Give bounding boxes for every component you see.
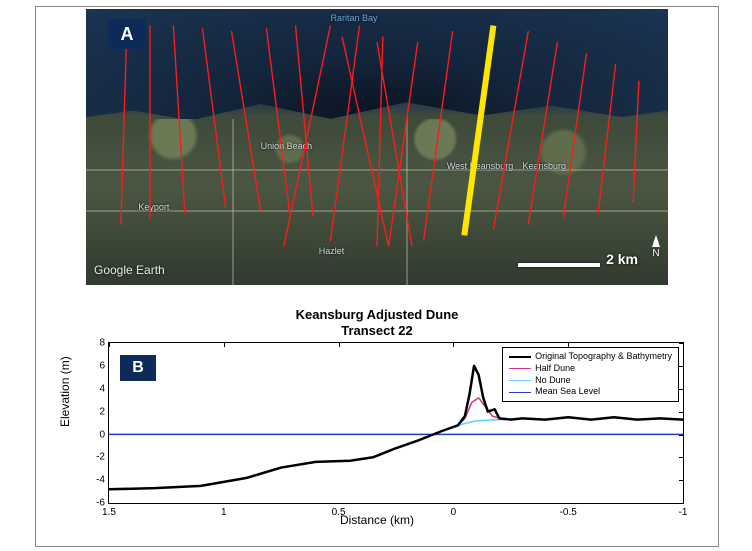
chart-title-line1: Keansburg Adjusted Dune xyxy=(296,307,459,322)
ytick-mark xyxy=(679,412,684,413)
xtick-mark xyxy=(339,342,340,347)
ytick-mark xyxy=(679,435,684,436)
xtick-mark xyxy=(224,342,225,347)
legend-swatch xyxy=(509,368,531,369)
legend-item: Half Dune xyxy=(509,363,672,375)
xtick-mark xyxy=(683,342,684,347)
ytick-label: 0 xyxy=(99,429,109,440)
transect-line xyxy=(232,31,261,210)
north-arrow-icon xyxy=(652,235,660,247)
legend-swatch xyxy=(509,380,531,381)
legend-label: Original Topography & Bathymetry xyxy=(535,351,672,363)
transect-highlighted xyxy=(464,26,493,236)
chart-series xyxy=(109,417,683,489)
scalebar-bar xyxy=(518,263,600,267)
transect-lines xyxy=(86,9,668,285)
ytick-mark xyxy=(679,457,684,458)
ytick-label: 4 xyxy=(99,383,109,394)
transect-line xyxy=(284,26,331,247)
map-scalebar: 2 km xyxy=(518,247,638,267)
transect-line xyxy=(424,31,453,241)
legend-item: No Dune xyxy=(509,375,672,387)
xtick-mark xyxy=(109,342,110,347)
transect-line xyxy=(266,28,289,213)
transect-line xyxy=(493,31,528,230)
ytick-mark xyxy=(679,480,684,481)
transect-line xyxy=(563,53,586,219)
chart-xlabel: Distance (km) xyxy=(48,513,706,527)
transect-line xyxy=(173,26,185,214)
ytick-label: -4 xyxy=(96,475,109,486)
ytick-label: 6 xyxy=(99,361,109,372)
north-arrow: N xyxy=(652,235,660,259)
legend-label: Half Dune xyxy=(535,363,575,375)
panel-a-label-text: A xyxy=(121,24,134,45)
ytick-label: 2 xyxy=(99,406,109,417)
ytick-label: 8 xyxy=(99,338,109,349)
chart-series xyxy=(109,398,683,489)
figure-frame: Raritan Bay Union BeachWest KeansburgKea… xyxy=(35,6,719,547)
panel-a-label: A xyxy=(108,19,146,49)
transect-line xyxy=(121,31,127,224)
legend-item: Mean Sea Level xyxy=(509,386,672,398)
legend-item: Original Topography & Bathymetry xyxy=(509,351,672,363)
panel-b-label: B xyxy=(120,355,156,381)
legend-swatch xyxy=(509,392,531,393)
transect-line xyxy=(598,64,615,213)
legend-label: Mean Sea Level xyxy=(535,386,600,398)
transect-line xyxy=(389,42,418,246)
legend-swatch xyxy=(509,356,531,358)
chart-ylabel: Elevation (m) xyxy=(58,356,72,427)
north-arrow-label: N xyxy=(652,248,659,259)
transect-line xyxy=(528,42,557,224)
chart-title-line2: Transect 22 xyxy=(341,323,413,338)
panel-b-chart: Keansburg Adjusted Dune Transect 22 B El… xyxy=(48,307,706,527)
xtick-mark xyxy=(453,342,454,347)
chart-title: Keansburg Adjusted Dune Transect 22 xyxy=(48,307,706,338)
map-attribution: Google Earth xyxy=(94,263,165,277)
scalebar-text: 2 km xyxy=(606,251,638,267)
transect-line xyxy=(633,81,639,202)
panel-b-label-text: B xyxy=(132,359,144,377)
chart-plot-area: Original Topography & BathymetryHalf Dun… xyxy=(108,342,684,504)
transect-line xyxy=(330,26,359,241)
legend-label: No Dune xyxy=(535,375,571,387)
chart-legend: Original Topography & BathymetryHalf Dun… xyxy=(502,347,679,402)
panel-a-map: Raritan Bay Union BeachWest KeansburgKea… xyxy=(86,9,668,285)
ytick-mark xyxy=(679,389,684,390)
ytick-mark xyxy=(679,366,684,367)
transect-line xyxy=(202,28,225,207)
ytick-label: -2 xyxy=(96,452,109,463)
